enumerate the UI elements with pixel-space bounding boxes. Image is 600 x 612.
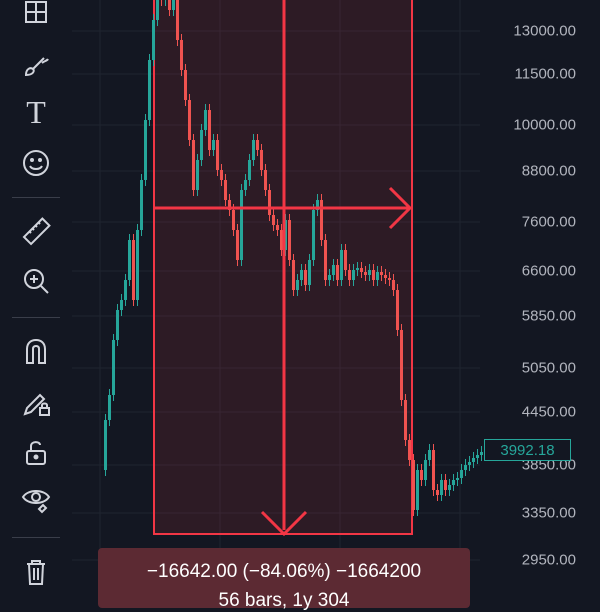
trash-icon[interactable]: [0, 552, 72, 592]
text-icon[interactable]: T: [0, 92, 72, 132]
measure-bars-text: 56 bars, 1y 304: [218, 590, 350, 611]
measure-change-text: −16642.00 (−84.06%) −1664200: [146, 561, 422, 582]
price-label: 11500.00: [514, 65, 576, 83]
unlock-icon[interactable]: [0, 432, 72, 472]
price-label: 10000.00: [513, 116, 576, 134]
eye-icon[interactable]: [0, 479, 72, 519]
measure-arrows: [154, 0, 413, 537]
price-label: 4450.00: [521, 403, 576, 421]
text-tool-glyph: T: [26, 93, 46, 130]
pencil-lock-icon[interactable]: [0, 383, 72, 423]
candles: [104, 0, 483, 516]
price-chart[interactable]: [72, 0, 600, 600]
price-label: 5050.00: [521, 359, 576, 377]
brush-icon[interactable]: [0, 45, 72, 85]
toolbar-separator: [12, 317, 60, 318]
measure-right-arrowhead: [388, 186, 413, 230]
measure-info-box: −16642.00 (−84.06%) −1664200 56 bars, 1y…: [98, 548, 470, 611]
crosshair-frame-icon[interactable]: [0, 0, 72, 32]
toolbar-separator: [12, 197, 60, 198]
magnet-icon[interactable]: [0, 331, 72, 371]
zoom-in-icon[interactable]: [0, 261, 72, 301]
ruler-icon[interactable]: [0, 212, 72, 252]
emoji-icon[interactable]: [0, 143, 72, 183]
price-label: 13000.00: [513, 22, 576, 40]
price-label: 2950.00: [521, 551, 576, 569]
toolbar-separator: [12, 537, 60, 538]
price-label: 8800.00: [521, 162, 576, 180]
measure-down-arrowhead: [260, 510, 308, 537]
drawing-toolbar: T: [0, 0, 72, 600]
price-label: 7600.00: [521, 213, 576, 231]
last-price-badge: 3992.18: [484, 439, 571, 461]
price-label: 3350.00: [521, 504, 576, 522]
price-label: 5850.00: [521, 307, 576, 325]
price-label: 6600.00: [521, 262, 576, 280]
